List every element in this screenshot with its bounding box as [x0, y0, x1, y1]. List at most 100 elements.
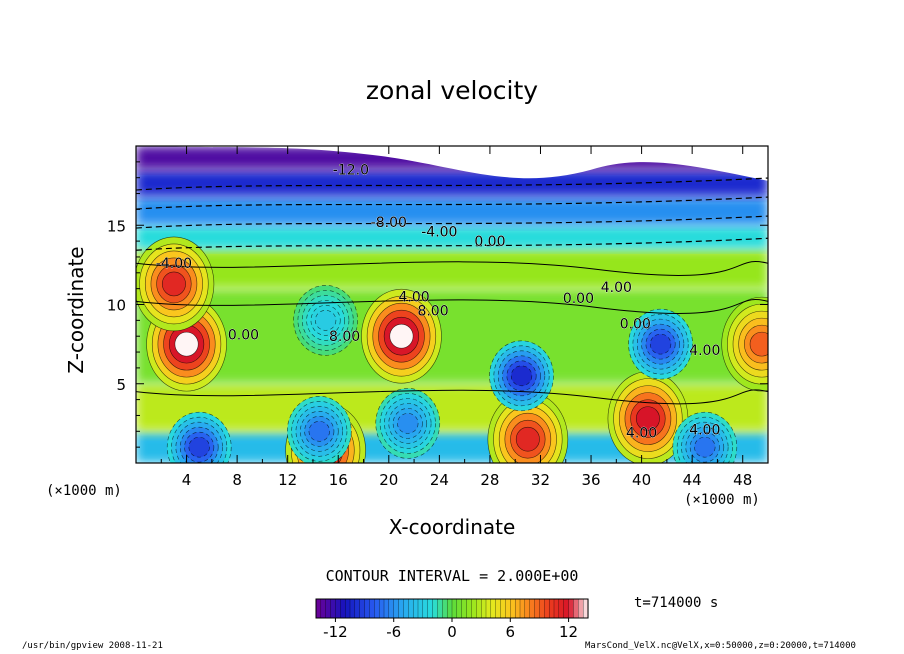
colorbar-segment [403, 598, 409, 619]
colorbar-segment [340, 598, 346, 619]
anomaly-contour [694, 436, 716, 458]
x-tick-label: 36 [581, 471, 600, 489]
colorbar-segment [359, 598, 366, 619]
y-tick-label: 15 [107, 217, 126, 235]
missing-region [167, 146, 768, 181]
colorbar-segment [393, 598, 400, 619]
field-anomaly [607, 371, 689, 463]
anomaly-contour [389, 323, 414, 349]
colorbar-tick-label: 6 [506, 623, 516, 641]
colorbar-segment [349, 598, 356, 619]
anomaly-contour [510, 365, 533, 387]
footer-right: MarsCond_VelX.nc@VelX,x=0:50000,z=0:2000… [585, 641, 856, 651]
x-axis-label: X-coordinate [388, 515, 516, 539]
anomaly-contour [749, 331, 768, 357]
colorbar-segment [548, 598, 555, 619]
colorbar-segment [451, 598, 458, 619]
colorbar-segment [471, 598, 477, 619]
colorbar-segment [524, 598, 531, 619]
field-band [136, 169, 768, 197]
colorbar-segment [578, 598, 584, 619]
colorbar-segment [432, 598, 438, 619]
colorbar-segment [422, 598, 429, 619]
y-axis-unit: (×1000 m) [46, 483, 122, 499]
colorbar-segment [427, 598, 434, 619]
colorbar-segment [466, 598, 472, 619]
colorbar-segment [417, 598, 424, 619]
positive-contour-line [136, 260, 768, 276]
colorbar-segment [480, 598, 487, 619]
colorbar-segment [315, 598, 322, 619]
colorbar-segment [534, 598, 540, 619]
colorbar-segment [461, 598, 468, 619]
contour-label: 0.00 [620, 316, 651, 332]
field-anomaly [136, 236, 215, 332]
colorbar-segment [320, 598, 327, 619]
colorbar-segment [344, 598, 351, 619]
colorbar-tick-label: -6 [386, 623, 401, 641]
positive-contour-line [136, 299, 768, 314]
colorbar-segment [553, 598, 560, 619]
field-anomaly [361, 288, 442, 384]
anomaly-contour [314, 310, 337, 331]
colorbar-segment [495, 598, 502, 619]
colorbar-segment [335, 598, 341, 619]
x-tick-label: 40 [632, 471, 651, 489]
contour-label: 0.00 [474, 234, 505, 250]
anomaly-contour [174, 331, 199, 357]
field-anomaly [146, 296, 227, 392]
colorbar-segment [510, 598, 516, 619]
field-band [136, 225, 768, 250]
colorbar-segment [485, 598, 492, 619]
contour-label: 8.00 [329, 329, 360, 345]
heatmap-field [136, 146, 768, 463]
colorbar-segment [519, 598, 526, 619]
colorbar-tick-label: 0 [447, 623, 457, 641]
contour-label: -12.0 [333, 163, 369, 179]
colorbar-segment [544, 598, 550, 619]
field-anomaly [286, 396, 352, 463]
colorbar-segment [442, 598, 448, 619]
contour-label: 0.00 [228, 327, 259, 343]
field-band [136, 249, 768, 289]
field-anomaly [721, 296, 768, 392]
x-tick-label: 24 [430, 471, 449, 489]
contour-interval-label: CONTOUR INTERVAL = 2.000E+00 [325, 567, 579, 585]
anomaly-contour [649, 333, 672, 355]
y-axis-label: Z-coordinate [64, 246, 88, 374]
x-axis-unit: (×1000 m) [684, 492, 760, 508]
field-anomaly [489, 340, 554, 412]
contour-label: -4.00 [421, 224, 457, 240]
x-tick-label: 4 [182, 471, 192, 489]
colorbar-segment [325, 598, 332, 619]
x-tick-label: 32 [531, 471, 550, 489]
field-anomaly [166, 411, 232, 463]
y-tick-label: 10 [107, 297, 126, 315]
chart-title: zonal velocity [365, 76, 539, 105]
colorbar-segment [490, 598, 497, 619]
colorbar-segment [539, 598, 545, 619]
positive-contour-line [136, 389, 768, 405]
contour-label: 4.00 [601, 280, 632, 296]
colorbar-segment [568, 598, 574, 619]
anomaly-contour [308, 420, 330, 442]
contour-label: 4.00 [398, 289, 429, 305]
colorbar-segment [374, 598, 380, 619]
time-label: t=714000 s [634, 595, 719, 611]
anomaly-contour [397, 413, 419, 434]
colorbar-segment [408, 598, 414, 619]
contour-label: 0.00 [563, 291, 594, 307]
colorbar-segment [330, 598, 336, 619]
contour-label: 4.00 [689, 422, 720, 438]
x-tick-label: 48 [733, 471, 752, 489]
colorbar-segment [383, 598, 390, 619]
y-tick-label: 5 [116, 376, 126, 394]
colorbar-segment [364, 598, 370, 619]
colorbar-segment [412, 598, 419, 619]
colorbar-segment [354, 598, 361, 619]
colorbar-tick-label: -12 [323, 623, 348, 641]
colorbar-segment [558, 598, 565, 619]
colorbar-segment [378, 598, 385, 619]
colorbar-segment [563, 598, 570, 619]
